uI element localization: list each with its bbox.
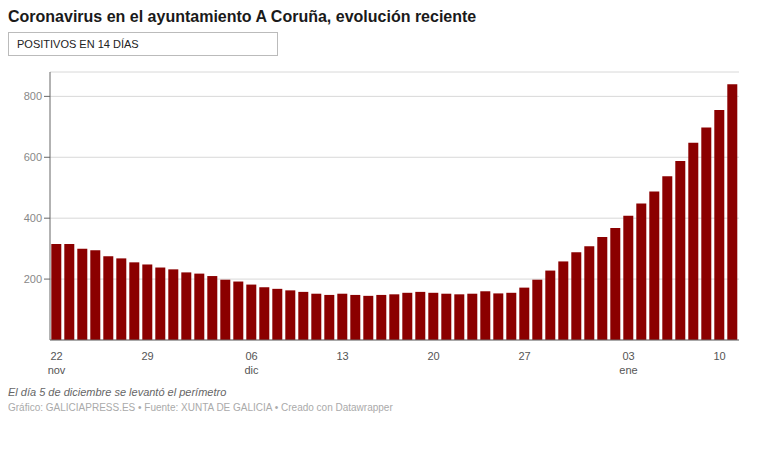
html-text:El día 5 de diciembre se levan: El día 5 de diciembre se levantó el perí… (8, 386, 227, 398)
html-text:Coronavirus en el ayuntamiento: Coronavirus en el ayuntamiento A Coruña,… (8, 8, 477, 25)
svg-text:20: 20 (427, 350, 439, 362)
svg-text:800: 800 (24, 90, 42, 102)
svg-text:22nov: 22nov (48, 350, 66, 376)
svg-text:10: 10 (713, 350, 725, 362)
svg-text:200: 200 (24, 273, 42, 285)
svg-text:13: 13 (336, 350, 348, 362)
svg-text:03ene: 03ene (619, 350, 637, 376)
html-text:Gráfico: GALICIAPRESS.ES • Fue: Gráfico: GALICIAPRESS.ES • Fuente: XUNTA… (8, 402, 393, 413)
html-text:POSITIVOS EN 14 DÍAS: POSITIVOS EN 14 DÍAS (17, 38, 139, 50)
svg-text:06dic: 06dic (244, 350, 259, 376)
svg-text:400: 400 (24, 212, 42, 224)
svg-text:29: 29 (141, 350, 153, 362)
svg-text:27: 27 (518, 350, 530, 362)
svg-text:600: 600 (24, 151, 42, 163)
